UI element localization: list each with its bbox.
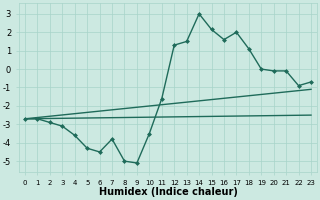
X-axis label: Humidex (Indice chaleur): Humidex (Indice chaleur) [99, 187, 237, 197]
